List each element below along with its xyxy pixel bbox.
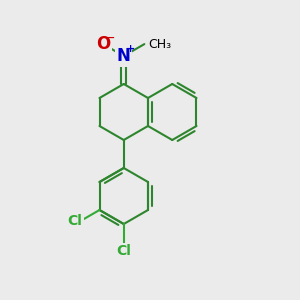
Text: +: + (126, 44, 135, 54)
Text: Cl: Cl (68, 214, 82, 228)
Text: Cl: Cl (116, 244, 131, 258)
Text: CH₃: CH₃ (148, 38, 172, 51)
Text: −: − (106, 33, 115, 43)
Text: O: O (96, 35, 110, 53)
Text: N: N (117, 47, 131, 65)
